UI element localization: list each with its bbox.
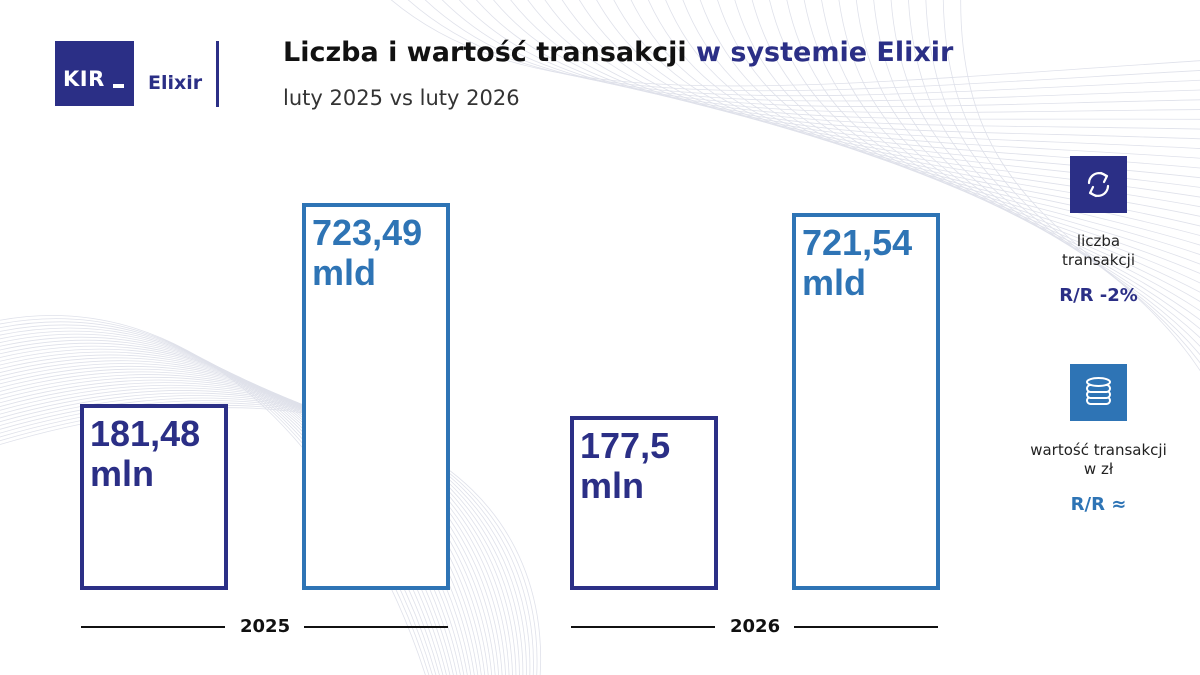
axis-line-2026-right (794, 626, 938, 628)
title-main: Liczba i wartość transakcji (283, 37, 687, 68)
kir-logo-mark (113, 84, 124, 88)
axis-line-2025-right (304, 626, 448, 628)
category-label-2025: 2025 (240, 616, 291, 637)
coins-stack-icon (1070, 364, 1127, 421)
chart-title: Liczba i wartość transakcji w systemie E… (283, 37, 953, 68)
chart-subtitle: luty 2025 vs luty 2026 (283, 86, 520, 110)
bar-label-count-2025: 181,48 mln (90, 413, 201, 494)
exchange-arrows-icon (1070, 156, 1127, 213)
bar-label-value-2025: 723,49 mld (312, 212, 423, 293)
elixir-logo-text: Elixir (148, 72, 203, 94)
bar-label-count-2026: 177,5 mln (580, 425, 671, 506)
header-divider (216, 41, 219, 107)
title-accent: w systemie Elixir (696, 37, 954, 68)
legend-label-count: liczba transakcji (1061, 232, 1136, 269)
bar-count-2025: 181,48 mln (80, 404, 228, 590)
kir-logo-text: KIR (63, 67, 105, 91)
bar-label-value-2026: 721,54 mld (802, 222, 913, 303)
axis-line-2025-left (81, 626, 225, 628)
kir-logo: KIR (55, 41, 134, 106)
bar-count-2026: 177,5 mln (570, 416, 718, 590)
legend-change-count: R/R -2% (1059, 285, 1138, 306)
legend-change-value: R/R ≈ (1070, 494, 1127, 515)
category-label-2026: 2026 (730, 616, 781, 637)
bar-value-2026: 721,54 mld (792, 213, 940, 590)
legend-label-value: wartość transakcji w zł (1030, 441, 1167, 478)
axis-line-2026-left (571, 626, 715, 628)
bar-value-2025: 723,49 mld (302, 203, 450, 590)
